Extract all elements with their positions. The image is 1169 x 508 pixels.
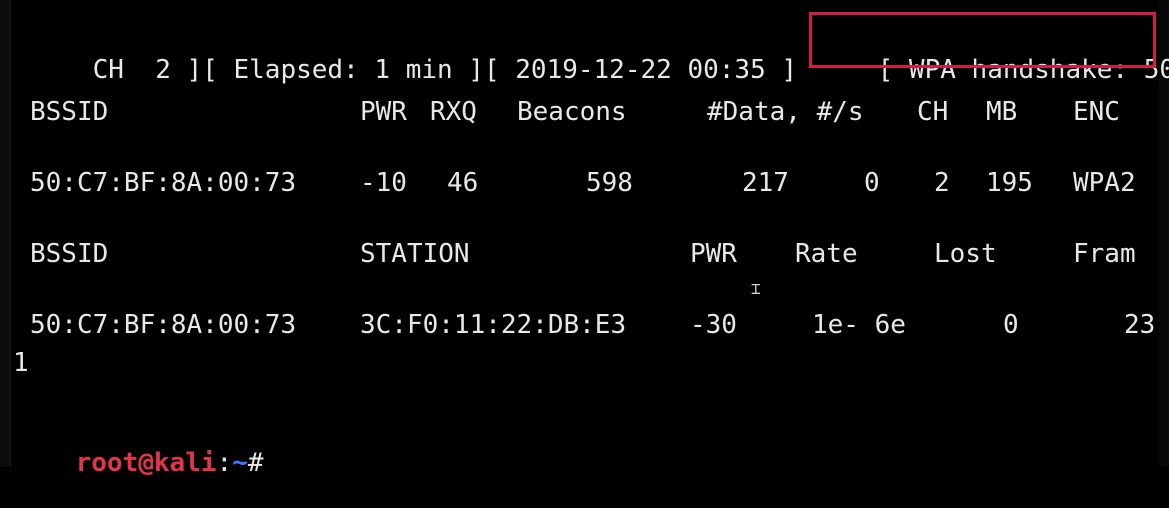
ap-header-bssid: BSSID bbox=[30, 97, 109, 127]
ap-row-data: 217 bbox=[742, 168, 789, 198]
shell-prompt[interactable]: root@kali:~# bbox=[13, 418, 264, 508]
ap-row-enc: WPA2 bbox=[1073, 168, 1136, 198]
right-edge-strip bbox=[1159, 0, 1169, 467]
station-row-frames: 23 bbox=[1124, 310, 1156, 340]
station-header-frames: Fram bbox=[1073, 239, 1136, 269]
station-row-station: 3C:F0:11:22:DB:E3 bbox=[360, 310, 627, 340]
station-header-station: STATION bbox=[360, 239, 470, 269]
ap-row-rxq: 46 bbox=[447, 168, 479, 198]
ap-header-ch: CH bbox=[917, 97, 949, 127]
prompt-symbol: # bbox=[247, 448, 264, 478]
status-handshake: [ WPA handshake: 50 bbox=[815, 25, 1169, 115]
ap-header-rxq: RXQ bbox=[430, 97, 477, 127]
station-row-bssid: 50:C7:BF:8A:00:73 bbox=[30, 310, 297, 340]
prompt-path: ~ bbox=[232, 448, 248, 478]
ap-row-ch: 2 bbox=[934, 168, 950, 198]
ap-row-pwr: -10 bbox=[360, 168, 407, 198]
station-row-pwr: -30 bbox=[690, 310, 737, 340]
prompt-separator: : bbox=[216, 448, 233, 478]
prompt-user-host: root@kali bbox=[75, 448, 217, 478]
station-header-lost: Lost bbox=[934, 239, 997, 269]
station-header-bssid: BSSID bbox=[30, 239, 109, 269]
ap-row-mb: 195 bbox=[986, 168, 1033, 198]
station-row-rate: 1e- 6e bbox=[812, 310, 906, 340]
ap-row-per-s: 0 bbox=[864, 168, 880, 198]
text-cursor-icon: ⌶ bbox=[751, 279, 761, 298]
wrapped-line-text: 1 bbox=[13, 348, 29, 378]
ap-header-pwr: PWR bbox=[360, 97, 407, 127]
status-line: CH 2 ][ Elapsed: 1 min ][ 2019-12-22 00:… bbox=[30, 25, 797, 115]
ap-header-enc: ENC bbox=[1073, 97, 1120, 127]
ap-row-bssid: 50:C7:BF:8A:00:73 bbox=[30, 168, 297, 198]
station-header-rate: Rate bbox=[795, 239, 858, 269]
ap-row-beacons: 598 bbox=[586, 168, 633, 198]
ap-header-beacons: Beacons bbox=[517, 97, 627, 127]
left-edge-strip bbox=[0, 0, 11, 467]
station-header-pwr: PWR bbox=[690, 239, 737, 269]
wpa-handshake-text: [ WPA handshake: 50 bbox=[877, 55, 1169, 85]
terminal-window[interactable]: CH 2 ][ Elapsed: 1 min ][ 2019-12-22 00:… bbox=[0, 0, 1169, 478]
status-channel-elapsed: CH 2 ][ Elapsed: 1 min ][ 2019-12-22 00:… bbox=[92, 55, 798, 85]
ap-header-mb: MB bbox=[986, 97, 1018, 127]
station-row-lost: 0 bbox=[1003, 310, 1019, 340]
ap-header-data: #Data, #/s bbox=[707, 97, 864, 127]
